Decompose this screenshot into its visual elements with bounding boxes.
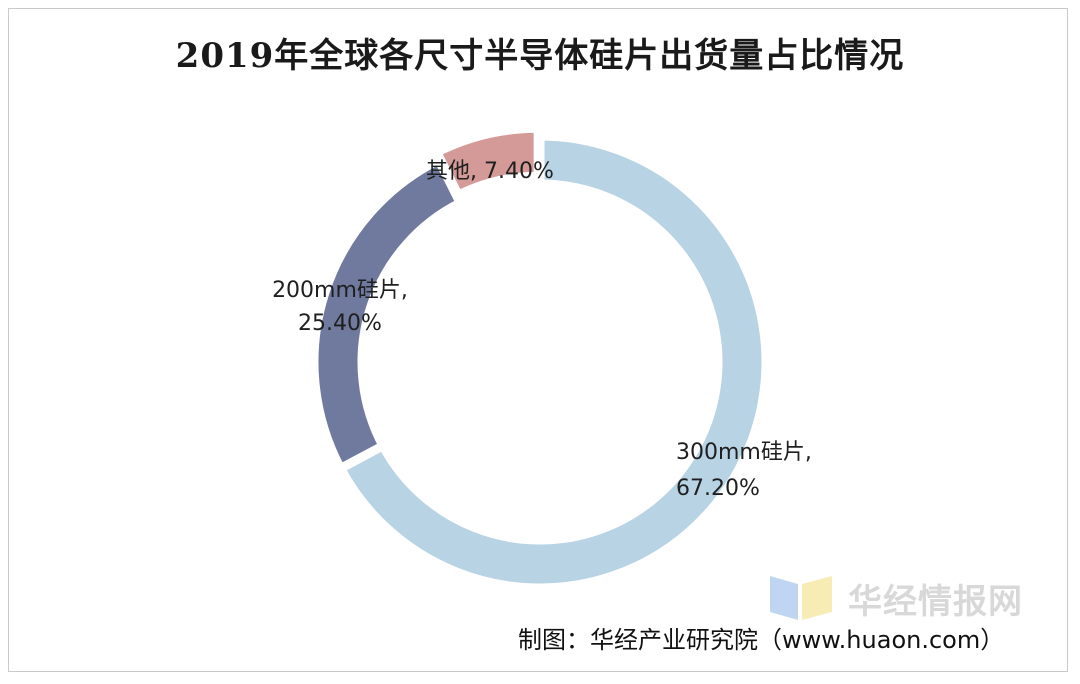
source-note: 制图：华经产业研究院（www.huaon.com） xyxy=(518,626,1005,654)
donut-slice-3 xyxy=(430,123,543,202)
chart-title: 2019年全球各尺寸半导体硅片出货量占比情况 xyxy=(175,36,905,76)
slice-label: 其他, 7.40% xyxy=(426,159,554,184)
slice-label-value: 25.40% xyxy=(298,311,382,336)
slice-label-value: 67.20% xyxy=(676,476,760,501)
slice-label-name: 300mm硅片, xyxy=(676,440,812,465)
watermark-logo-icon xyxy=(770,576,832,620)
watermark-text: 华经情报网 xyxy=(848,582,1023,622)
donut-slice-1 xyxy=(334,131,771,593)
slice-label-name: 200mm硅片, xyxy=(272,278,408,303)
